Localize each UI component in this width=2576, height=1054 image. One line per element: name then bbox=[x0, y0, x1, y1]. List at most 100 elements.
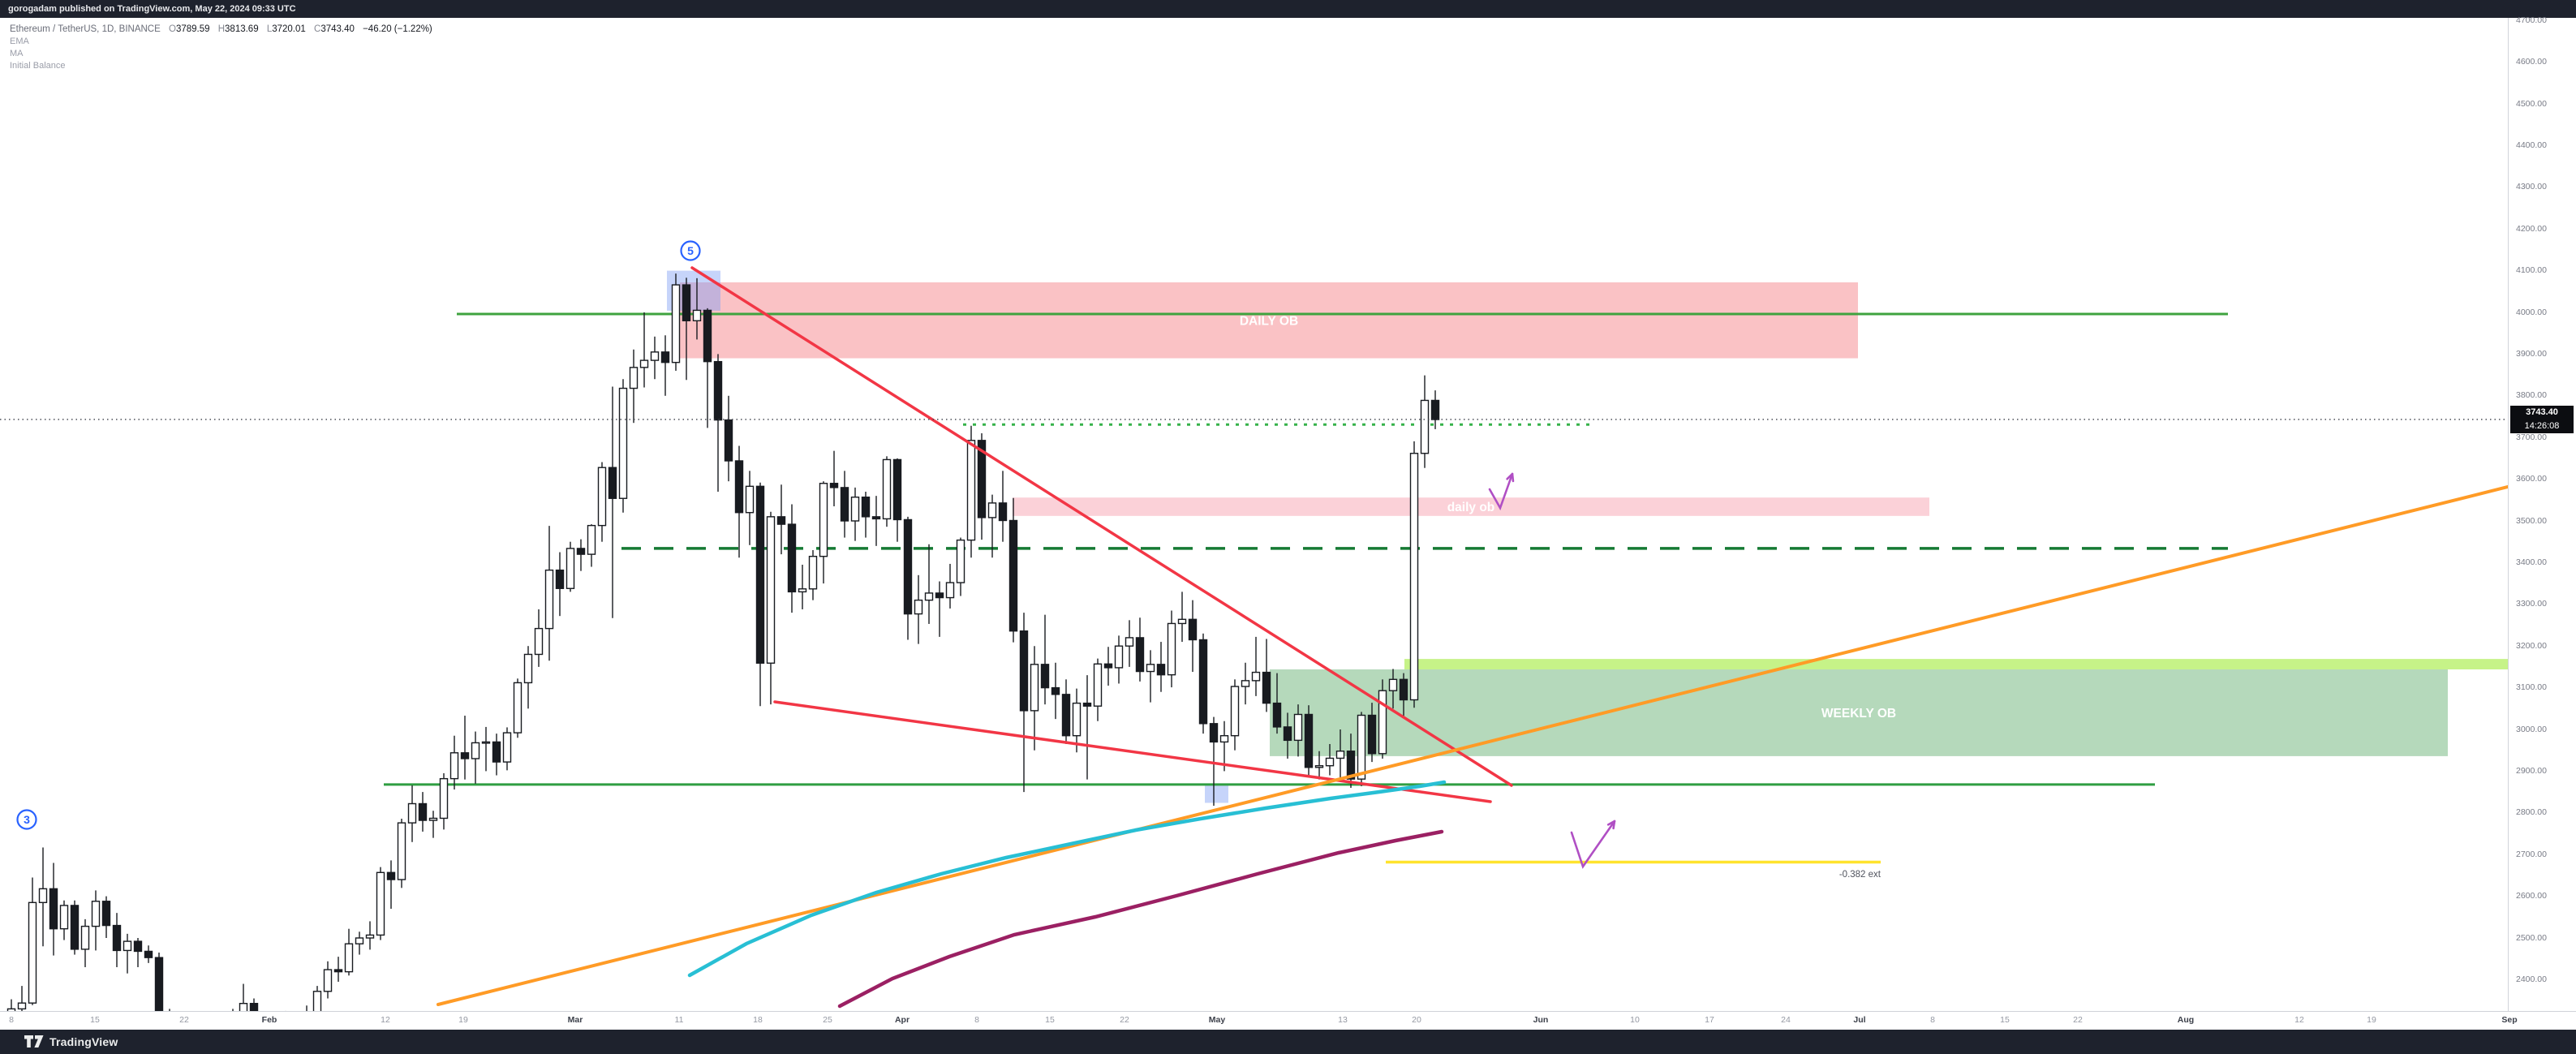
candle[interactable] bbox=[597, 462, 607, 542]
candle[interactable] bbox=[28, 877, 37, 1005]
candle[interactable] bbox=[914, 574, 923, 644]
candle[interactable] bbox=[1125, 620, 1134, 667]
candle[interactable] bbox=[1093, 658, 1103, 721]
candle[interactable] bbox=[966, 425, 976, 558]
candle[interactable] bbox=[513, 678, 523, 738]
candle[interactable] bbox=[692, 277, 702, 340]
candle[interactable] bbox=[724, 395, 733, 482]
candle[interactable] bbox=[323, 961, 333, 999]
daily-ob-zone[interactable] bbox=[680, 282, 1858, 359]
retest-arrow[interactable] bbox=[1570, 820, 1616, 869]
candle[interactable] bbox=[144, 945, 153, 963]
candle[interactable] bbox=[1293, 704, 1303, 757]
candle[interactable] bbox=[935, 581, 944, 637]
candle[interactable] bbox=[1008, 497, 1018, 643]
candle[interactable] bbox=[587, 524, 596, 567]
weekly-ob-zone[interactable] bbox=[1270, 669, 2448, 756]
candle[interactable] bbox=[355, 931, 364, 955]
candle[interactable] bbox=[523, 646, 533, 709]
candle[interactable] bbox=[70, 900, 80, 955]
descending-resistance-trendline[interactable] bbox=[690, 266, 1513, 787]
candle[interactable] bbox=[1378, 679, 1387, 759]
candle[interactable] bbox=[903, 516, 913, 640]
candle[interactable] bbox=[1335, 729, 1345, 782]
selection-highlight-may-low[interactable] bbox=[1205, 784, 1228, 803]
candle[interactable] bbox=[924, 544, 934, 624]
candle[interactable] bbox=[17, 986, 27, 1011]
candle[interactable] bbox=[840, 471, 849, 538]
candle[interactable] bbox=[819, 481, 828, 584]
candle[interactable] bbox=[998, 471, 1008, 542]
candle[interactable] bbox=[397, 818, 406, 888]
candle[interactable] bbox=[1314, 751, 1324, 780]
candle[interactable] bbox=[154, 952, 164, 1011]
ma-curve[interactable] bbox=[837, 829, 1444, 1009]
candle[interactable] bbox=[59, 900, 69, 940]
long-term-uptrend-line[interactable] bbox=[437, 485, 2508, 1006]
candle[interactable] bbox=[1040, 614, 1050, 705]
candle[interactable] bbox=[1346, 733, 1356, 788]
candle[interactable] bbox=[1388, 669, 1398, 709]
candle[interactable] bbox=[6, 999, 16, 1011]
candle[interactable] bbox=[882, 456, 892, 527]
candle[interactable] bbox=[1135, 617, 1145, 682]
candle[interactable] bbox=[1061, 679, 1071, 744]
candle[interactable] bbox=[1051, 662, 1060, 720]
candle[interactable] bbox=[1272, 673, 1282, 734]
indicator-initial-balance[interactable]: Initial Balance bbox=[10, 61, 66, 71]
candle[interactable] bbox=[1251, 636, 1261, 696]
candle[interactable] bbox=[460, 716, 470, 780]
candle[interactable] bbox=[1219, 721, 1229, 772]
candle[interactable] bbox=[112, 913, 122, 967]
candle[interactable] bbox=[576, 539, 586, 571]
candle[interactable] bbox=[502, 727, 512, 771]
candle[interactable] bbox=[38, 847, 48, 947]
candle[interactable] bbox=[1177, 592, 1187, 643]
candle[interactable] bbox=[1072, 688, 1082, 753]
candle[interactable] bbox=[1241, 662, 1250, 705]
candle[interactable] bbox=[133, 938, 143, 967]
candle[interactable] bbox=[386, 860, 396, 910]
descending-support-trendline[interactable] bbox=[773, 700, 1492, 803]
symbol-row[interactable]: Ethereum / TetherUS, 1D, BINANCE O3789.5… bbox=[10, 24, 432, 34]
candle[interactable] bbox=[80, 918, 90, 967]
candle[interactable] bbox=[776, 484, 786, 555]
candle[interactable] bbox=[766, 511, 776, 705]
candle[interactable] bbox=[1114, 635, 1124, 684]
candle[interactable] bbox=[629, 349, 639, 424]
wave-label-3[interactable] bbox=[16, 809, 37, 830]
candle[interactable] bbox=[660, 335, 670, 396]
indicator-ma[interactable]: MA bbox=[10, 49, 24, 58]
candle[interactable] bbox=[1082, 675, 1092, 780]
candle[interactable] bbox=[544, 526, 554, 661]
candle[interactable] bbox=[91, 890, 101, 951]
candle[interactable] bbox=[734, 445, 744, 558]
candle[interactable] bbox=[49, 863, 58, 956]
candle[interactable] bbox=[987, 494, 997, 558]
candle[interactable] bbox=[956, 537, 965, 596]
candle[interactable] bbox=[428, 811, 438, 838]
candle[interactable] bbox=[871, 496, 881, 546]
candle[interactable] bbox=[1156, 642, 1166, 692]
candle[interactable] bbox=[798, 564, 807, 609]
candle[interactable] bbox=[1325, 743, 1335, 776]
candle[interactable] bbox=[1209, 716, 1219, 807]
candle[interactable] bbox=[1230, 679, 1240, 751]
candle[interactable] bbox=[344, 928, 354, 976]
candle[interactable] bbox=[808, 549, 818, 600]
time-axis[interactable]: 8 15 22 Feb 12 19 Mar 11 18 25 Apr 8 15 22 May 13 20 Jun 1… bbox=[0, 1011, 2576, 1030]
candle[interactable] bbox=[376, 867, 385, 940]
candle[interactable] bbox=[1367, 703, 1377, 763]
weekly-ob-top-strip[interactable] bbox=[1404, 659, 2508, 669]
candle[interactable] bbox=[703, 308, 712, 428]
daily-ob-minor-zone[interactable] bbox=[1013, 497, 1929, 516]
candle[interactable] bbox=[713, 354, 723, 493]
candle[interactable] bbox=[850, 487, 860, 541]
candle[interactable] bbox=[439, 772, 449, 830]
candle[interactable] bbox=[101, 896, 111, 938]
tradingview-logo[interactable]: TradingView bbox=[24, 1035, 118, 1048]
chart-surface[interactable]: DAILY OB daily ob WEEKLY OB 5 3 -0.382 ext Et… bbox=[0, 15, 2576, 1029]
candle[interactable] bbox=[829, 450, 839, 507]
candle[interactable] bbox=[618, 379, 628, 513]
price-axis[interactable]: 3743.40 14:26:08 4700.00 4600.00 4500.00 44… bbox=[2508, 15, 2576, 1011]
